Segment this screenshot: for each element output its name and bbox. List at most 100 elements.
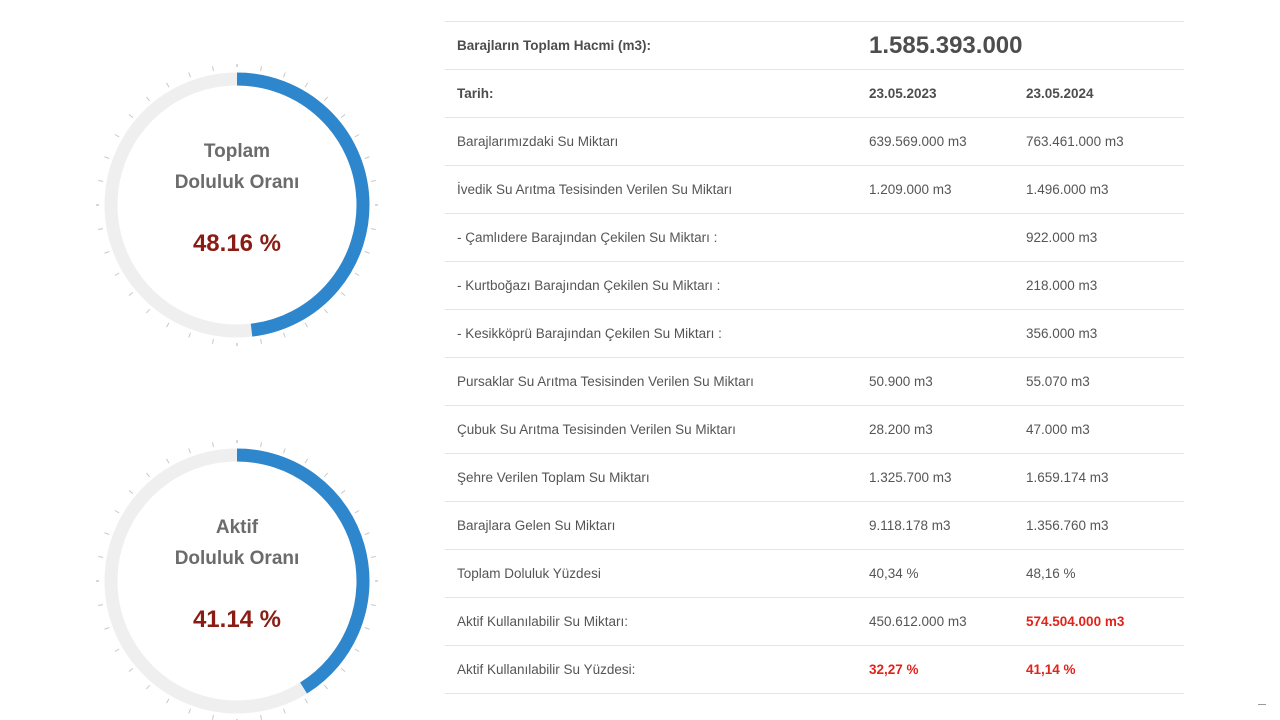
table-row: - Kesikköprü Barajından Çekilen Su Mikta… bbox=[445, 309, 1184, 358]
table-row: Şehre Verilen Toplam Su Miktarı 1.325.700… bbox=[445, 453, 1184, 502]
row-value-2023: 50.900 m3 bbox=[869, 357, 1026, 406]
gauge-tick bbox=[370, 604, 376, 606]
gauge-tick bbox=[98, 180, 104, 182]
total-fill-gauge-title: Toplam Doluluk Oranı bbox=[96, 136, 378, 198]
gauge-tick bbox=[145, 96, 150, 102]
gauge-tick bbox=[98, 604, 104, 606]
gauge-tick bbox=[364, 156, 370, 159]
gauge-fill-arc bbox=[236, 72, 370, 337]
gauge-tick bbox=[324, 308, 329, 314]
gauge-tick bbox=[128, 292, 134, 297]
row-value-2023: 9.118.178 m3 bbox=[869, 501, 1026, 550]
row-value-2023 bbox=[869, 309, 1026, 358]
row-value-2024: 55.070 m3 bbox=[1026, 357, 1184, 406]
row-value-2023: 32,27 % bbox=[869, 645, 1026, 694]
gauge-tick bbox=[324, 96, 329, 102]
gauge-tick bbox=[283, 448, 286, 454]
row-label: - Kesikköprü Barajından Çekilen Su Mikta… bbox=[445, 309, 869, 358]
row-label: - Kurtboğazı Barajından Çekilen Su Mikta… bbox=[445, 261, 869, 310]
gauge-tick bbox=[283, 332, 286, 338]
gauge-tick bbox=[304, 458, 308, 464]
table-row: - Çamlıdere Barajından Çekilen Su Miktar… bbox=[445, 213, 1184, 262]
gauge-tick bbox=[104, 251, 110, 254]
gauge-tick bbox=[212, 66, 214, 72]
gauge-tick bbox=[128, 668, 134, 673]
gauge-tick bbox=[340, 668, 346, 673]
active-fill-gauge-title: Aktif Doluluk Oranı bbox=[96, 512, 378, 574]
gauge-tick bbox=[166, 322, 170, 328]
gauge-tick bbox=[354, 134, 360, 138]
row-value-2024: 48,16 % bbox=[1026, 549, 1184, 598]
table-row: Barajlarımızdaki Su Miktarı 639.569.000 m… bbox=[445, 117, 1184, 166]
row-value-2024: 41,14 % bbox=[1026, 645, 1184, 694]
gauge-tick bbox=[128, 489, 134, 494]
row-label: Barajlara Gelen Su Miktarı bbox=[445, 501, 869, 550]
gauge-tick bbox=[212, 442, 214, 448]
gauge-tick bbox=[354, 272, 360, 276]
gauge-tick bbox=[166, 458, 170, 464]
gauge-tick bbox=[304, 82, 308, 88]
active-fill-gauge-title-line1: Aktif bbox=[215, 517, 259, 538]
row-value-2023: 639.569.000 m3 bbox=[869, 117, 1026, 166]
gauge-tick bbox=[260, 442, 262, 448]
row-value-2023 bbox=[869, 213, 1026, 262]
gauge-tick bbox=[283, 72, 286, 78]
total-volume-row: Barajların Toplam Hacmi (m3): 1.585.393.… bbox=[445, 21, 1184, 70]
gauge-tick bbox=[340, 113, 346, 118]
row-value-2024: 47.000 m3 bbox=[1026, 405, 1184, 454]
table-row: Aktif Kullanılabilir Su Miktarı: 450.612.… bbox=[445, 597, 1184, 646]
active-fill-gauge: Aktif Doluluk Oranı 41.14 % bbox=[96, 440, 378, 720]
table-row: Pursaklar Su Arıtma Tesisinden Verilen S… bbox=[445, 357, 1184, 406]
gauge-tick bbox=[145, 308, 150, 314]
gauge-tick bbox=[364, 251, 370, 254]
row-value-2024: 1.496.000 m3 bbox=[1026, 165, 1184, 214]
gauge-tick bbox=[166, 698, 170, 704]
row-label: Aktif Kullanılabilir Su Yüzdesi: bbox=[445, 645, 869, 694]
row-label: İvedik Su Arıtma Tesisinden Verilen Su M… bbox=[445, 165, 869, 214]
total-fill-gauge-value: 48.16 % bbox=[192, 230, 282, 257]
gauge-tick bbox=[260, 338, 262, 344]
gauge-tick bbox=[128, 113, 134, 118]
row-label: Şehre Verilen Toplam Su Miktarı bbox=[445, 453, 869, 502]
gauge-tick bbox=[114, 648, 120, 652]
row-value-2023: 1.209.000 m3 bbox=[869, 165, 1026, 214]
table-row: Aktif Kullanılabilir Su Yüzdesi: 32,27 % 4… bbox=[445, 645, 1184, 694]
gauge-tick bbox=[354, 510, 360, 514]
row-label: Toplam Doluluk Yüzdesi bbox=[445, 549, 869, 598]
gauge-tick bbox=[364, 532, 370, 535]
dam-stats-table-container: Barajların Toplam Hacmi (m3): 1.585.393.… bbox=[445, 21, 1184, 694]
gauge-tick bbox=[104, 532, 110, 535]
gauge-tick bbox=[145, 472, 150, 478]
gauge-tick bbox=[145, 684, 150, 690]
gauge-tick bbox=[283, 708, 286, 714]
gauge-tick bbox=[98, 556, 104, 558]
active-fill-gauge-title-line2: Doluluk Oranı bbox=[174, 548, 300, 569]
row-value-2023: 1.325.700 m3 bbox=[869, 453, 1026, 502]
gauge-tick bbox=[370, 228, 376, 230]
gauge-tick bbox=[188, 708, 191, 714]
gauge-tick bbox=[104, 156, 110, 159]
row-value-2023 bbox=[869, 261, 1026, 310]
total-fill-gauge: Toplam Doluluk Oranı 48.16 % bbox=[96, 64, 378, 346]
table-row: İvedik Su Arıtma Tesisinden Verilen Su M… bbox=[445, 165, 1184, 214]
row-value-2024: 763.461.000 m3 bbox=[1026, 117, 1184, 166]
date-label: Tarih: bbox=[445, 69, 869, 118]
date-column-2: 23.05.2024 bbox=[1026, 69, 1184, 118]
gauge-tick bbox=[370, 180, 376, 182]
total-volume-value: 1.585.393.000 bbox=[869, 21, 1184, 70]
table-row: Çubuk Su Arıtma Tesisinden Verilen Su Mi… bbox=[445, 405, 1184, 454]
row-value-2023: 28.200 m3 bbox=[869, 405, 1026, 454]
gauge-tick bbox=[166, 82, 170, 88]
row-label: Pursaklar Su Arıtma Tesisinden Verilen S… bbox=[445, 357, 869, 406]
gauge-tick bbox=[370, 556, 376, 558]
total-fill-gauge-ring bbox=[96, 64, 378, 346]
row-label: - Çamlıdere Barajından Çekilen Su Miktar… bbox=[445, 213, 869, 262]
gauge-tick bbox=[304, 698, 308, 704]
row-value-2023: 450.612.000 m3 bbox=[869, 597, 1026, 646]
row-label: Aktif Kullanılabilir Su Miktarı: bbox=[445, 597, 869, 646]
row-value-2023: 40,34 % bbox=[869, 549, 1026, 598]
gauge-tick bbox=[260, 66, 262, 72]
gauge-tick bbox=[114, 272, 120, 276]
row-label: Barajlarımızdaki Su Miktarı bbox=[445, 117, 869, 166]
row-value-2024: 1.356.760 m3 bbox=[1026, 501, 1184, 550]
